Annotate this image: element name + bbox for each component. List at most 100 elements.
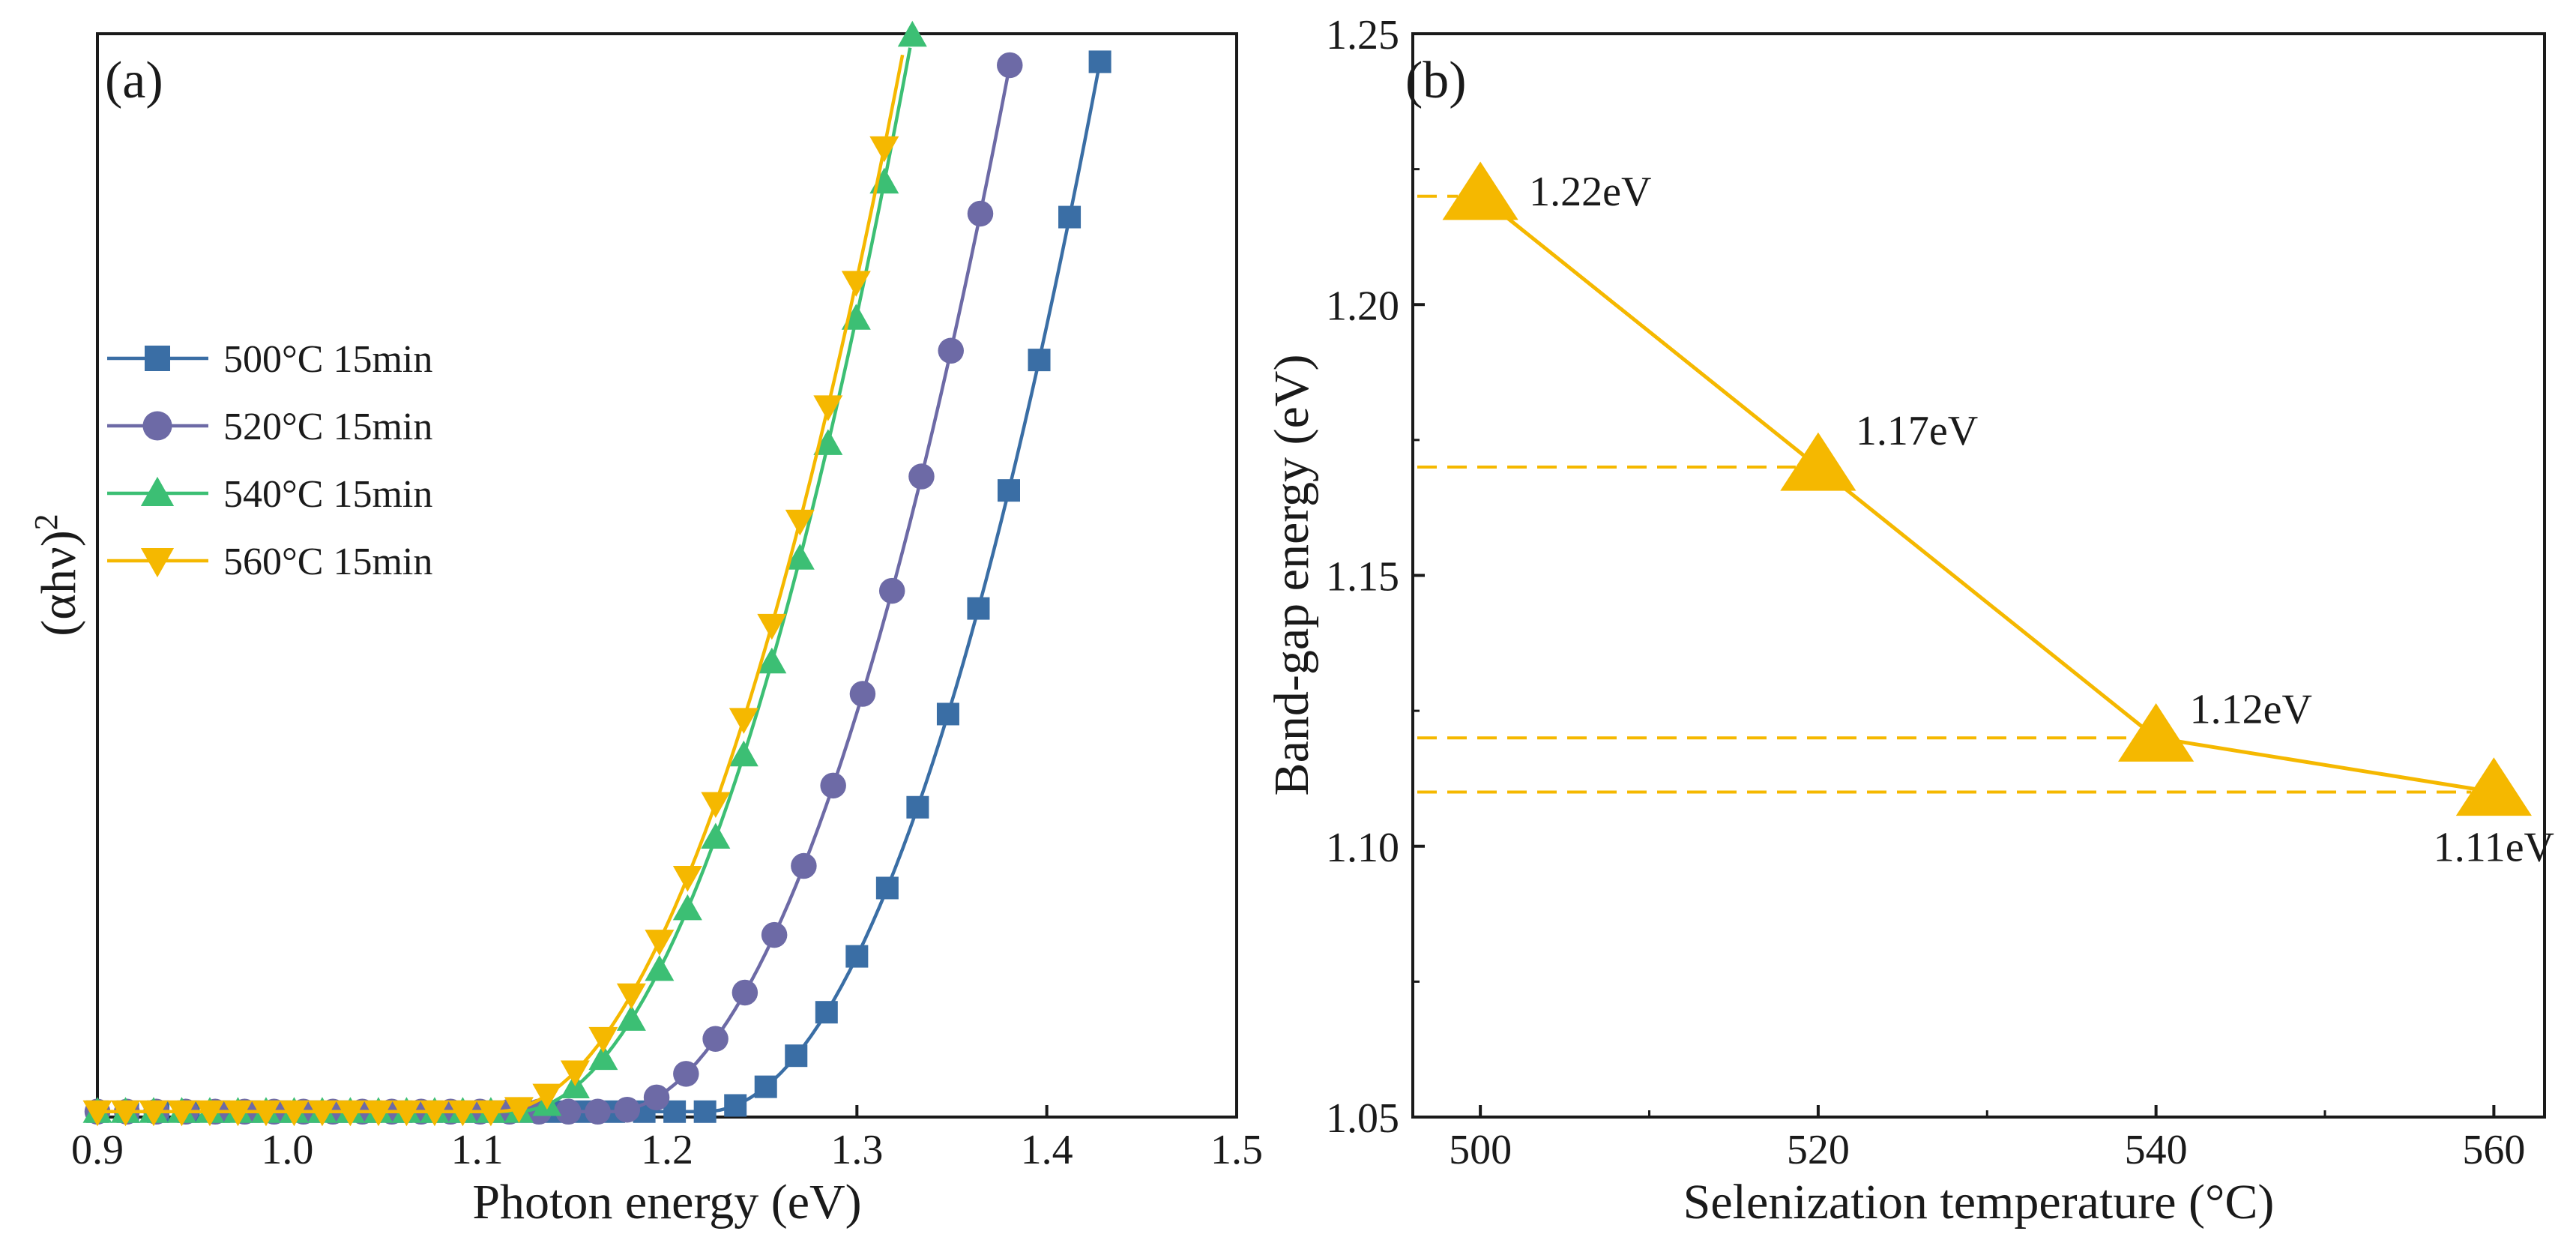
band-gap-point-1 <box>1442 161 1518 220</box>
series-3-point <box>645 954 675 981</box>
series-4-point <box>420 1100 450 1127</box>
series-4-point <box>364 1100 393 1127</box>
series-2-point <box>643 1084 670 1111</box>
series-1-point <box>724 1094 747 1117</box>
series-1-point <box>1058 205 1082 229</box>
series-2-point <box>585 1098 611 1125</box>
series-2-line <box>97 70 1011 1114</box>
series-2-point <box>791 852 817 879</box>
panel-b-label: (b) <box>1405 52 1467 109</box>
series-1-point <box>936 702 959 726</box>
series-3 <box>82 20 927 1123</box>
series-4-point <box>869 136 899 163</box>
series-1-point <box>815 1001 838 1024</box>
panel-a-x-tick-label: 1.4 <box>1021 1127 1073 1173</box>
series-3-point <box>757 647 787 674</box>
panel-b-y-tick-label: 1.10 <box>1326 825 1399 871</box>
series-4-point <box>391 1100 421 1127</box>
series-4-point <box>335 1100 365 1127</box>
panel-a-ylabel-base: (αhν) <box>31 530 86 636</box>
series-4-point <box>307 1100 337 1127</box>
series-3-point <box>897 20 927 47</box>
series-4-point <box>672 866 702 892</box>
legend-marker <box>140 548 175 578</box>
series-2-point <box>820 772 846 799</box>
series-4-point <box>813 395 843 421</box>
series-3-point <box>785 544 815 570</box>
series-4-point <box>616 983 646 1010</box>
band-gap-point-3 <box>2118 703 2195 762</box>
series-4-point <box>279 1100 309 1127</box>
panel-b-x-tick-label: 520 <box>1787 1127 1850 1173</box>
panel-a-x-ticks: 0.9 1.0 1.1 1.2 1.3 1.4 1.5 <box>71 1105 1263 1173</box>
panel-b-x-ticks: 500 520 540 560 <box>1449 1105 2525 1173</box>
series-3-point <box>813 429 843 455</box>
series-3-point <box>701 822 731 849</box>
legend-marker <box>140 476 175 506</box>
series-4-line <box>97 54 905 1114</box>
series-4-point <box>532 1083 562 1110</box>
point-label-2: 1.17eV <box>1856 408 1978 454</box>
series-3-point <box>588 1044 618 1071</box>
legend-marker <box>145 346 170 371</box>
panel-a: (a) Photon energy (eV) (αhν)2 0.9 1.0 1.1 1… <box>28 20 1263 1230</box>
series-2-point <box>614 1096 641 1123</box>
series-2-point <box>555 1098 582 1125</box>
panel-a-x-tick-label: 0.9 <box>71 1127 124 1173</box>
series-2-point <box>761 921 788 948</box>
series-4-point <box>757 613 787 640</box>
series-1-point <box>906 795 929 819</box>
series-4-point <box>645 930 675 956</box>
panel-a-ylabel-sup: 2 <box>28 514 64 530</box>
series-1-point <box>785 1044 808 1068</box>
series-2-point <box>938 337 964 364</box>
series-4-point <box>251 1100 281 1127</box>
series-2-point <box>849 681 876 707</box>
series-4-point <box>110 1100 140 1127</box>
panel-b-x-tick-label: 500 <box>1449 1127 1512 1173</box>
legend-item-3: 540°C 15min <box>107 473 432 516</box>
panel-b-xlabel: Selenization temperature (°C) <box>1683 1175 2275 1230</box>
series-4-point <box>82 1100 112 1127</box>
series-4-point <box>729 708 758 734</box>
legend-label: 540°C 15min <box>223 473 432 516</box>
series-4-point <box>560 1060 590 1087</box>
series-2 <box>84 52 1023 1125</box>
series-2-point <box>878 577 905 604</box>
panel-b-y-tick-label: 1.15 <box>1326 554 1399 601</box>
series-3-point <box>729 740 758 767</box>
series-1-point <box>1028 349 1051 372</box>
series-2-point <box>967 200 994 227</box>
series-2-point <box>997 52 1023 79</box>
legend-item-2: 520°C 15min <box>107 406 432 448</box>
point-label-1: 1.22eV <box>1529 169 1651 215</box>
panel-a-label: (a) <box>105 52 163 109</box>
panel-b-y-tick-label: 1.05 <box>1326 1095 1399 1142</box>
panel-a-legend: 500°C 15min 520°C 15min 540°C 15min 560°C 1… <box>107 338 432 583</box>
band-gap-point-4 <box>2455 757 2532 816</box>
series-4-point <box>785 509 815 536</box>
panel-b-y-tick-label: 1.25 <box>1326 12 1399 58</box>
panel-b-ylabel: Band-gap energy (eV) <box>1264 355 1319 796</box>
series-4-point <box>701 792 731 818</box>
series-1-point <box>875 876 899 900</box>
legend-item-4: 560°C 15min <box>107 541 432 583</box>
panel-a-x-tick-label: 1.0 <box>261 1127 313 1173</box>
series-1-point <box>845 945 869 968</box>
series-3-point <box>841 304 871 330</box>
series-3-point <box>672 894 702 921</box>
series-4-point <box>195 1100 225 1127</box>
panel-b-point-labels: 1.22eV 1.17eV 1.12eV 1.11eV <box>1529 169 2554 871</box>
series-2-point <box>702 1026 729 1052</box>
panel-a-ylabel: (αhν)2 <box>28 514 87 636</box>
series-4-point <box>504 1097 534 1123</box>
band-gap-point-2 <box>1780 432 1856 491</box>
panel-a-x-tick-label: 1.5 <box>1210 1127 1263 1173</box>
series-1-point <box>754 1075 777 1098</box>
series-4-point <box>476 1100 506 1127</box>
panel-b: (b) Selenization temperature (°C) Band-g… <box>1264 12 2554 1230</box>
series-3-point <box>616 1005 646 1031</box>
series-4-point <box>588 1026 618 1053</box>
panel-b-x-tick-label: 540 <box>2125 1127 2188 1173</box>
